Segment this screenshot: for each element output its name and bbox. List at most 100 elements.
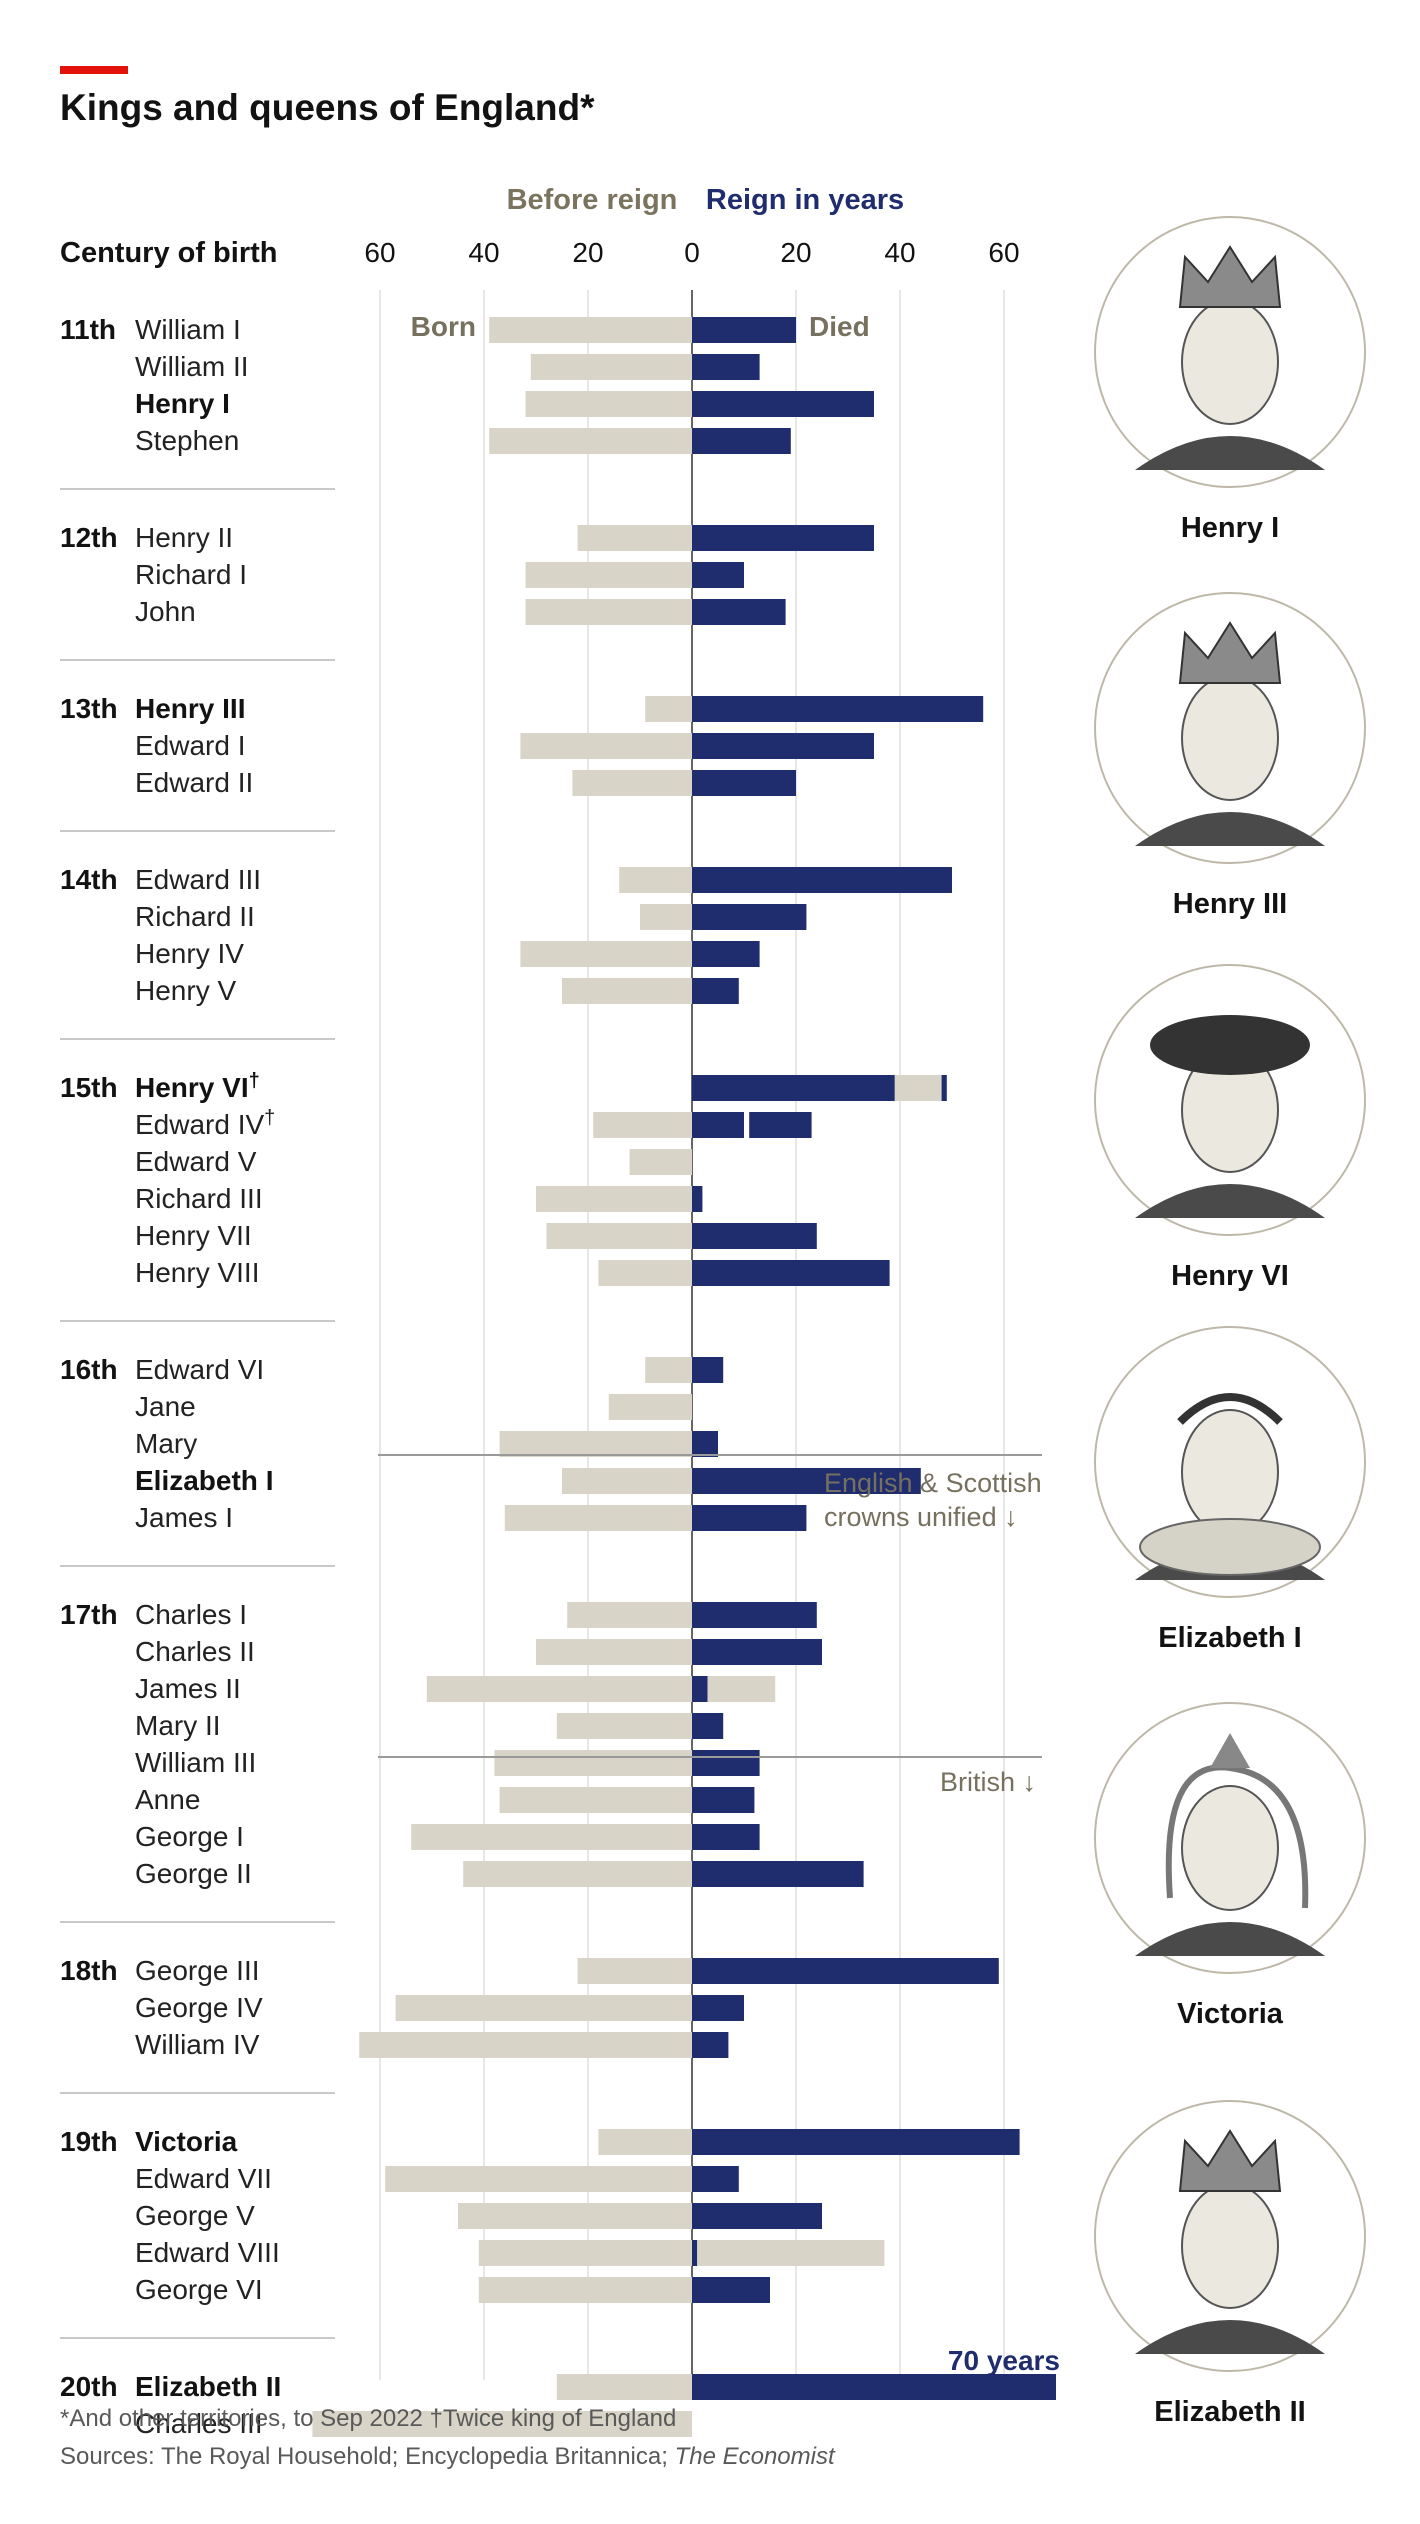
before-reign-bar (572, 770, 692, 796)
before-reign-bar (556, 2374, 692, 2400)
reign-bar (692, 770, 796, 796)
reign-bar (692, 941, 760, 967)
before-reign-bar (525, 562, 692, 588)
ruffed-queen-portrait (1135, 1393, 1325, 1580)
monarch-name: Richard II (135, 901, 255, 932)
monarch-name: Edward I (135, 730, 246, 761)
sources: Sources: The Royal Household; Encycloped… (60, 2443, 836, 2470)
monarch-name: Mary II (135, 1710, 221, 1741)
shoulders-shape (1135, 1922, 1325, 1956)
monarch-name-text: Henry II (135, 522, 233, 553)
before-reign-bar (567, 1602, 692, 1628)
before-reign-bar (489, 317, 692, 343)
before-reign-bar (494, 1750, 692, 1776)
century-of-birth-header: Century of birth (60, 237, 278, 269)
before-reign-bar (499, 1787, 692, 1813)
monarch-name: Victoria (135, 2126, 238, 2157)
portrait-label: Henry III (1173, 888, 1287, 920)
before-reign-bar (458, 2203, 692, 2229)
reign-bar (692, 1602, 817, 1628)
monarch-name: Henry VI† (135, 1070, 260, 1103)
reign-bar (692, 391, 874, 417)
monarch-name: James II (135, 1673, 241, 1704)
monarch-name-text: Elizabeth I (135, 1465, 273, 1496)
monarch-name-text: Henry VIII (135, 1257, 259, 1288)
monarch-name: Jane (135, 1391, 196, 1422)
reign-bar (692, 1639, 822, 1665)
monarch-name-text: Charles I (135, 1599, 247, 1630)
monarch-name-text: Mary (135, 1428, 197, 1459)
monarch-name-text: George III (135, 1955, 260, 1986)
brand-bar (60, 66, 128, 74)
before-reign-bar (640, 904, 692, 930)
monarch-name-text: Edward IV (135, 1109, 264, 1140)
before-reign-bar (536, 1186, 692, 1212)
portrait-label: Victoria (1177, 1998, 1284, 2030)
before-reign-bar (463, 1861, 692, 1887)
legend-reign-in-years: Reign in years (706, 184, 904, 216)
crown-shape (1178, 621, 1282, 684)
monarch-name-text: Edward V (135, 1146, 257, 1177)
portraits: Henry I Henry III Henry VI Elizabeth I Victo… (1094, 216, 1366, 2428)
monarch-name: Henry VIII (135, 1257, 259, 1288)
century-label: 20th (60, 2371, 118, 2402)
monarch-name-text: Henry I (135, 388, 230, 419)
before-reign-bar (546, 1223, 692, 1249)
monarch-name: Henry VII (135, 1220, 252, 1251)
before-reign-bar (478, 2277, 692, 2303)
monarch-name: William III (135, 1747, 256, 1778)
before-reign-bar (504, 1505, 692, 1531)
monarch-name: Edward VIII (135, 2237, 280, 2268)
shoulders-shape (1135, 436, 1325, 470)
reign-bar (692, 1750, 760, 1776)
before-reign-bar (520, 733, 692, 759)
second-reign-bar (941, 1075, 947, 1101)
before-reign-bar (478, 2240, 692, 2266)
reign-bar (692, 1995, 744, 2021)
before-reign-bar (577, 525, 692, 551)
monarch-name: Edward VI (135, 1354, 264, 1385)
reign-bar (692, 428, 791, 454)
hat-shape (1150, 1015, 1310, 1075)
face-shape (1181, 299, 1279, 425)
shoulders-shape (1135, 812, 1325, 846)
monarch-name-text: George I (135, 1821, 244, 1852)
monarch-name: James I (135, 1502, 233, 1533)
reign-bar (692, 978, 739, 1004)
reign-bar (692, 1787, 755, 1813)
reign-bar (692, 1075, 895, 1101)
before-reign-bar (556, 1713, 692, 1739)
monarch-name: Edward IV† (135, 1107, 275, 1140)
axis-tick-label: 0 (684, 237, 700, 268)
axis-tick-label: 40 (468, 237, 499, 268)
before-reign-bar (577, 1958, 692, 1984)
before-reign-bar (312, 2411, 692, 2437)
portrait-3: Elizabeth I (1094, 1326, 1366, 1654)
monarch-name: Henry II (135, 522, 233, 553)
grid-lines (379, 290, 1005, 2380)
reign-bar (692, 2129, 1020, 2155)
axis-tick-label: 40 (884, 237, 915, 268)
monarch-name: Edward III (135, 864, 261, 895)
monarch-name-text: Anne (135, 1784, 200, 1815)
monarch-name: Edward II (135, 767, 253, 798)
monarch-name: Richard III (135, 1183, 263, 1214)
monarch-name: Elizabeth II (135, 2371, 281, 2402)
axis-ticks: 60 40 20 0 20 40 60 (364, 237, 1019, 268)
monarch-name-text: William II (135, 351, 249, 382)
century-label: 15th (60, 1072, 118, 1103)
monarch-name-text: George II (135, 1858, 252, 1889)
footnote: *And other territories, to Sep 2022 †Twi… (60, 2405, 676, 2432)
reign-bar (692, 2240, 698, 2266)
bars-layer (312, 317, 1056, 2437)
british-annotation: British ↓ (940, 1767, 1036, 1797)
monarch-name-text: Victoria (135, 2126, 238, 2157)
monarch-name: Anne (135, 1784, 200, 1815)
before-reign-bar (395, 1995, 692, 2021)
monarch-name: Mary (135, 1428, 197, 1459)
monarch-name-text: Henry III (135, 693, 245, 724)
before-reign-bar (525, 391, 692, 417)
century-label: 18th (60, 1955, 118, 1986)
monarch-name: Richard I (135, 559, 247, 590)
